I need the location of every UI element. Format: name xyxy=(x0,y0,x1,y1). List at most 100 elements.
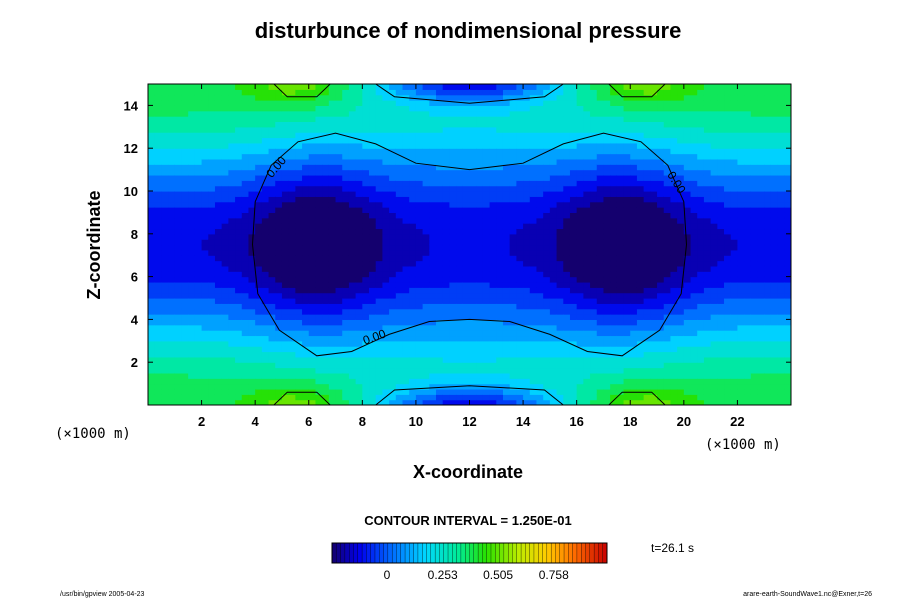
field-cell xyxy=(161,196,169,203)
field-cell xyxy=(255,121,263,128)
field-cell xyxy=(576,180,584,187)
field-cell xyxy=(469,126,477,133)
field-cell xyxy=(194,271,203,278)
field-cell xyxy=(208,105,216,112)
field-cell xyxy=(369,255,377,262)
field-cell xyxy=(677,260,685,267)
field-cell xyxy=(295,94,303,101)
field-cell xyxy=(221,287,229,294)
field-cell xyxy=(549,292,558,299)
field-cell xyxy=(623,378,631,385)
field-cell xyxy=(482,244,491,251)
field-cell xyxy=(657,110,665,117)
field-cell xyxy=(650,164,658,171)
field-cell xyxy=(442,249,451,256)
field-cell xyxy=(456,335,464,342)
field-cell xyxy=(174,212,183,219)
field-cell xyxy=(596,346,605,353)
field-cell xyxy=(415,116,424,123)
field-cell xyxy=(657,105,665,112)
field-cell xyxy=(241,164,250,171)
field-cell xyxy=(422,356,430,363)
field-cell xyxy=(623,217,631,224)
field-cell xyxy=(523,105,531,112)
field-cell xyxy=(422,362,430,369)
field-cell xyxy=(261,314,270,320)
field-cell xyxy=(188,223,196,230)
field-cell xyxy=(288,303,296,310)
field-cell xyxy=(308,223,317,230)
field-cell xyxy=(221,116,229,123)
field-cell xyxy=(214,351,223,358)
field-cell xyxy=(449,367,457,374)
field-cell xyxy=(529,121,538,128)
field-cell xyxy=(288,132,296,139)
field-cell xyxy=(228,330,236,337)
field-cell xyxy=(221,158,229,165)
field-cell xyxy=(154,276,162,283)
field-cell xyxy=(362,239,370,246)
field-cell xyxy=(208,239,216,246)
field-cell xyxy=(583,260,591,267)
field-cell xyxy=(395,356,404,363)
field-cell xyxy=(610,217,618,224)
field-cell xyxy=(369,319,377,326)
field-cell xyxy=(683,265,692,272)
field-cell xyxy=(255,132,263,139)
field-cell xyxy=(214,174,223,181)
field-cell xyxy=(174,126,183,133)
field-cell xyxy=(442,185,451,192)
field-cell xyxy=(549,233,558,240)
field-cell xyxy=(536,324,544,331)
field-cell xyxy=(389,228,397,235)
field-cell xyxy=(576,100,584,106)
field-cell xyxy=(583,174,591,181)
field-cell xyxy=(643,217,651,224)
field-cell xyxy=(221,335,229,342)
field-cell xyxy=(536,281,544,288)
field-cell xyxy=(235,105,243,112)
field-cell xyxy=(663,239,672,246)
field-cell xyxy=(288,174,296,181)
field-cell xyxy=(482,110,491,117)
field-cell xyxy=(355,265,363,272)
field-cell xyxy=(482,324,491,331)
field-cell xyxy=(355,255,363,262)
field-cell xyxy=(603,158,611,165)
field-cell xyxy=(201,180,209,187)
field-cell xyxy=(583,239,591,246)
field-cell xyxy=(563,158,571,165)
field-cell xyxy=(375,362,384,369)
field-cell xyxy=(214,265,223,272)
field-cell xyxy=(188,356,196,363)
field-cell xyxy=(308,153,317,160)
field-cell xyxy=(509,271,517,278)
field-cell xyxy=(342,319,350,326)
field-cell xyxy=(596,399,605,405)
field-cell xyxy=(194,164,203,171)
field-cell xyxy=(409,174,417,181)
field-cell xyxy=(315,298,323,304)
field-cell xyxy=(335,233,343,240)
field-cell xyxy=(603,121,611,128)
field-cell xyxy=(402,110,410,117)
field-cell xyxy=(382,137,390,144)
field-cell xyxy=(248,249,256,256)
field-cell xyxy=(663,105,672,112)
field-cell xyxy=(369,217,377,224)
field-cell xyxy=(302,174,310,181)
field-cell xyxy=(697,212,705,219)
field-cell xyxy=(255,196,263,203)
field-cell xyxy=(496,164,504,171)
field-cell xyxy=(188,351,196,358)
field-cell xyxy=(670,346,678,353)
field-cell xyxy=(523,233,531,240)
field-cell xyxy=(697,228,705,235)
field-cell xyxy=(636,217,645,224)
field-cell xyxy=(181,399,189,405)
field-cell xyxy=(482,356,491,363)
field-cell xyxy=(342,281,350,288)
field-cell xyxy=(569,308,578,315)
field-cell xyxy=(596,132,605,139)
field-cell xyxy=(355,372,363,379)
